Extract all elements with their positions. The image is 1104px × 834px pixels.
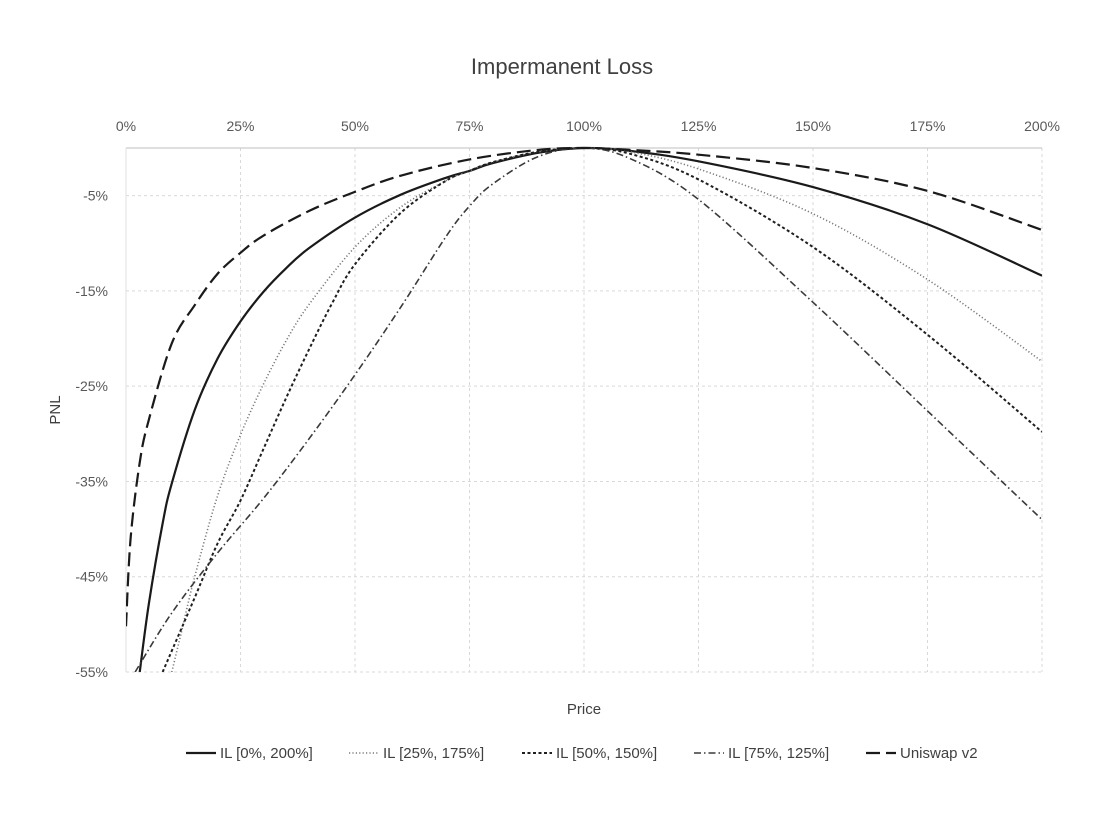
series-il-50-150-line xyxy=(161,146,1042,672)
x-tick-label: 75% xyxy=(455,118,483,134)
x-tick-label: 0% xyxy=(116,118,136,134)
y-axis-ticks: -5% -15% -25% -35% -45% -55% xyxy=(75,188,108,680)
y-tick-label: -25% xyxy=(75,378,108,394)
x-tick-label: 100% xyxy=(566,118,602,134)
x-tick-label: 200% xyxy=(1024,118,1060,134)
y-tick-label: -5% xyxy=(83,188,108,204)
legend-label: IL [50%, 150%] xyxy=(556,745,657,762)
chart-title: Impermanent Loss xyxy=(471,54,653,79)
y-tick-label: -35% xyxy=(75,473,108,489)
x-tick-label: 50% xyxy=(341,118,369,134)
legend-item-uniswap-v2: Uniswap v2 xyxy=(866,745,978,762)
legend-label: Uniswap v2 xyxy=(900,745,978,762)
y-tick-label: -15% xyxy=(75,283,108,299)
legend-item-il-75-125: IL [75%, 125%] xyxy=(694,745,829,762)
x-axis-title: Price xyxy=(567,701,601,718)
series-uniswap-v2-line xyxy=(126,146,1042,627)
y-axis-title: PNL xyxy=(47,395,64,424)
x-tick-label: 25% xyxy=(226,118,254,134)
x-axis-ticks: 0% 25% 50% 75% 100% 125% 150% 175% 200% xyxy=(116,118,1060,134)
legend-item-il-50-150: IL [50%, 150%] xyxy=(522,745,657,762)
y-tick-label: -45% xyxy=(75,569,108,585)
x-tick-label: 150% xyxy=(795,118,831,134)
series-il-75-125-line xyxy=(134,147,1042,672)
series-lines xyxy=(126,146,1042,672)
x-tick-label: 175% xyxy=(910,118,946,134)
legend: IL [0%, 200%] IL [25%, 175%] IL [50%, 150%… xyxy=(186,745,978,762)
series-il-0-200-line xyxy=(138,146,1042,672)
legend-item-il-0-200: IL [0%, 200%] xyxy=(186,745,313,762)
legend-label: IL [0%, 200%] xyxy=(220,745,313,762)
legend-item-il-25-175: IL [25%, 175%] xyxy=(349,745,484,762)
x-tick-label: 125% xyxy=(681,118,717,134)
series-il-25-175-line xyxy=(171,147,1042,672)
grid-lines xyxy=(125,147,1043,673)
legend-label: IL [25%, 175%] xyxy=(383,745,484,762)
y-tick-label: -55% xyxy=(75,664,108,680)
legend-label: IL [75%, 125%] xyxy=(728,745,829,762)
